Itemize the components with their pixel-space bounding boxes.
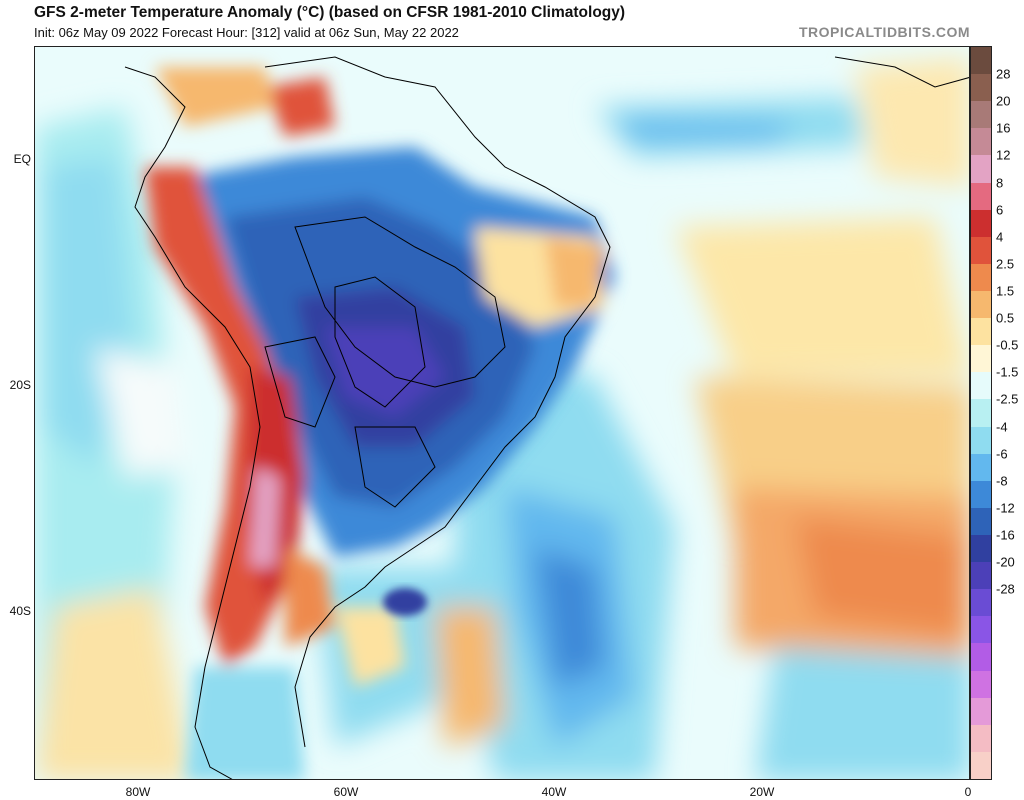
colorbar-segment xyxy=(971,47,991,75)
colorbar-label: -6 xyxy=(996,446,1008,462)
colorbar-segment xyxy=(971,236,991,265)
colorbar-label: -28 xyxy=(996,581,1015,597)
colorbar-segment xyxy=(971,751,991,780)
lat-label-40s: 40S xyxy=(9,604,31,618)
colorbar-segment xyxy=(971,372,991,400)
map-title: GFS 2-meter Temperature Anomaly (°C) (ba… xyxy=(34,4,626,21)
colorbar-segment xyxy=(971,480,991,509)
colorbar xyxy=(970,46,992,780)
colorbar-segment xyxy=(971,101,991,129)
lon-label-0: 0 xyxy=(964,785,972,799)
colorbar-label: -1.5 xyxy=(996,364,1019,380)
colorbar-label: -12 xyxy=(996,500,1015,516)
colorbar-segment xyxy=(971,182,991,211)
colorbar-segment xyxy=(971,426,991,455)
map-subtitle: Init: 06z May 09 2022 Forecast Hour: [31… xyxy=(34,25,459,40)
colorbar-label: 6 xyxy=(996,202,1004,218)
colorbar-segment xyxy=(971,535,991,563)
colorbar-label: 2.5 xyxy=(996,256,1015,272)
lon-label-40w: 40W xyxy=(541,785,567,799)
colorbar-segment xyxy=(971,670,991,699)
colorbar-segment xyxy=(971,453,991,482)
colorbar-label: 4 xyxy=(996,229,1004,245)
colorbar-label: 12 xyxy=(996,147,1011,163)
lon-label-60w: 60W xyxy=(333,785,359,799)
colorbar-label: 28 xyxy=(996,66,1011,82)
lat-label-eq: EQ xyxy=(13,152,31,166)
colorbar-label: -8 xyxy=(996,473,1008,489)
map-canvas xyxy=(35,47,969,779)
colorbar-segment xyxy=(971,128,991,156)
colorbar-segment xyxy=(971,209,991,238)
colorbar-segment xyxy=(971,724,991,753)
colorbar-label: 20 xyxy=(996,93,1011,109)
colorbar-label: 16 xyxy=(996,120,1011,136)
colorbar-label: 1.5 xyxy=(996,283,1015,299)
colorbar-segment xyxy=(971,291,991,319)
anomaly-map[interactable] xyxy=(34,46,970,780)
colorbar-segment xyxy=(971,74,991,102)
lat-label-20s: 20S xyxy=(9,378,31,392)
colorbar-segment xyxy=(971,589,991,617)
lon-label-20w: 20W xyxy=(749,785,775,799)
colorbar-segment xyxy=(971,399,991,428)
brand-watermark: TROPICALTIDBITS.COM xyxy=(798,24,970,40)
colorbar-segment xyxy=(971,318,991,346)
cold-spot xyxy=(383,588,427,616)
colorbar-label: 0.5 xyxy=(996,310,1015,326)
colorbar-segment xyxy=(971,643,991,672)
colorbar-label: -0.5 xyxy=(996,337,1019,353)
colorbar-label: 8 xyxy=(996,175,1004,191)
colorbar-segment xyxy=(971,345,991,373)
colorbar-segment xyxy=(971,507,991,536)
colorbar-label: -16 xyxy=(996,527,1015,543)
colorbar-label: -4 xyxy=(996,419,1008,435)
colorbar-label: -2.5 xyxy=(996,391,1019,407)
colorbar-segment xyxy=(971,263,991,292)
coastlines xyxy=(124,56,969,779)
land-anomaly-field xyxy=(145,67,615,779)
colorbar-segment xyxy=(971,155,991,184)
colorbar-segment xyxy=(971,562,991,590)
lon-label-80w: 80W xyxy=(125,785,151,799)
colorbar-segment xyxy=(971,697,991,726)
colorbar-label: -20 xyxy=(996,554,1015,570)
colorbar-segment xyxy=(971,616,991,644)
